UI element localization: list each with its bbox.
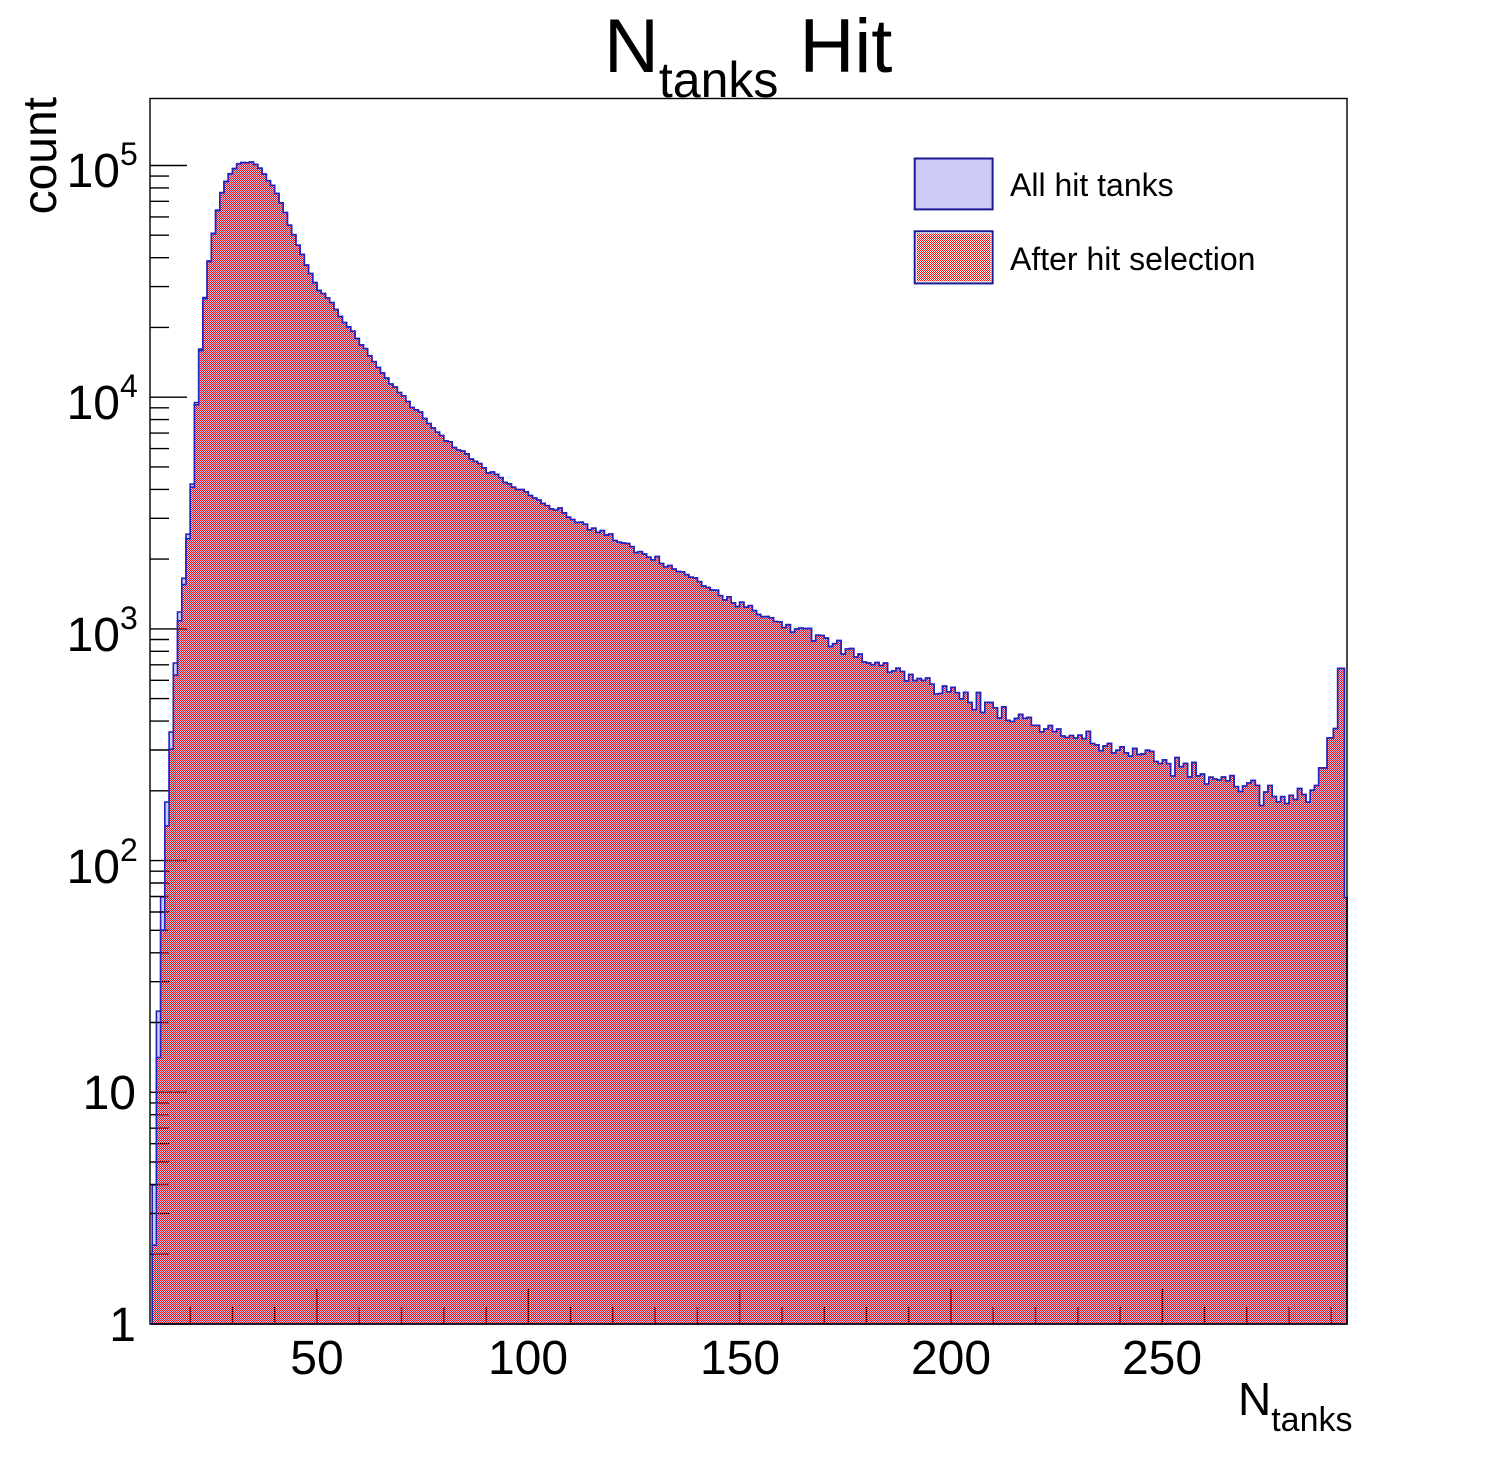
svg-text:2: 2 [120, 832, 138, 868]
svg-text:50: 50 [290, 1332, 343, 1385]
svg-text:3: 3 [120, 600, 138, 636]
svg-text:10: 10 [67, 841, 120, 894]
svg-text:100: 100 [488, 1332, 568, 1385]
svg-text:1: 1 [109, 1299, 136, 1352]
svg-text:10: 10 [67, 145, 120, 198]
svg-text:150: 150 [700, 1332, 780, 1385]
svg-text:All hit tanks: All hit tanks [1010, 167, 1174, 203]
svg-text:10: 10 [67, 609, 120, 662]
svg-text:10: 10 [83, 1067, 136, 1120]
svg-text:200: 200 [911, 1332, 991, 1385]
svg-text:250: 250 [1122, 1332, 1202, 1385]
svg-text:5: 5 [120, 136, 138, 172]
svg-text:After hit selection: After hit selection [1010, 241, 1255, 277]
svg-text:count: count [14, 97, 67, 214]
svg-text:4: 4 [120, 368, 138, 404]
svg-text:10: 10 [67, 377, 120, 430]
